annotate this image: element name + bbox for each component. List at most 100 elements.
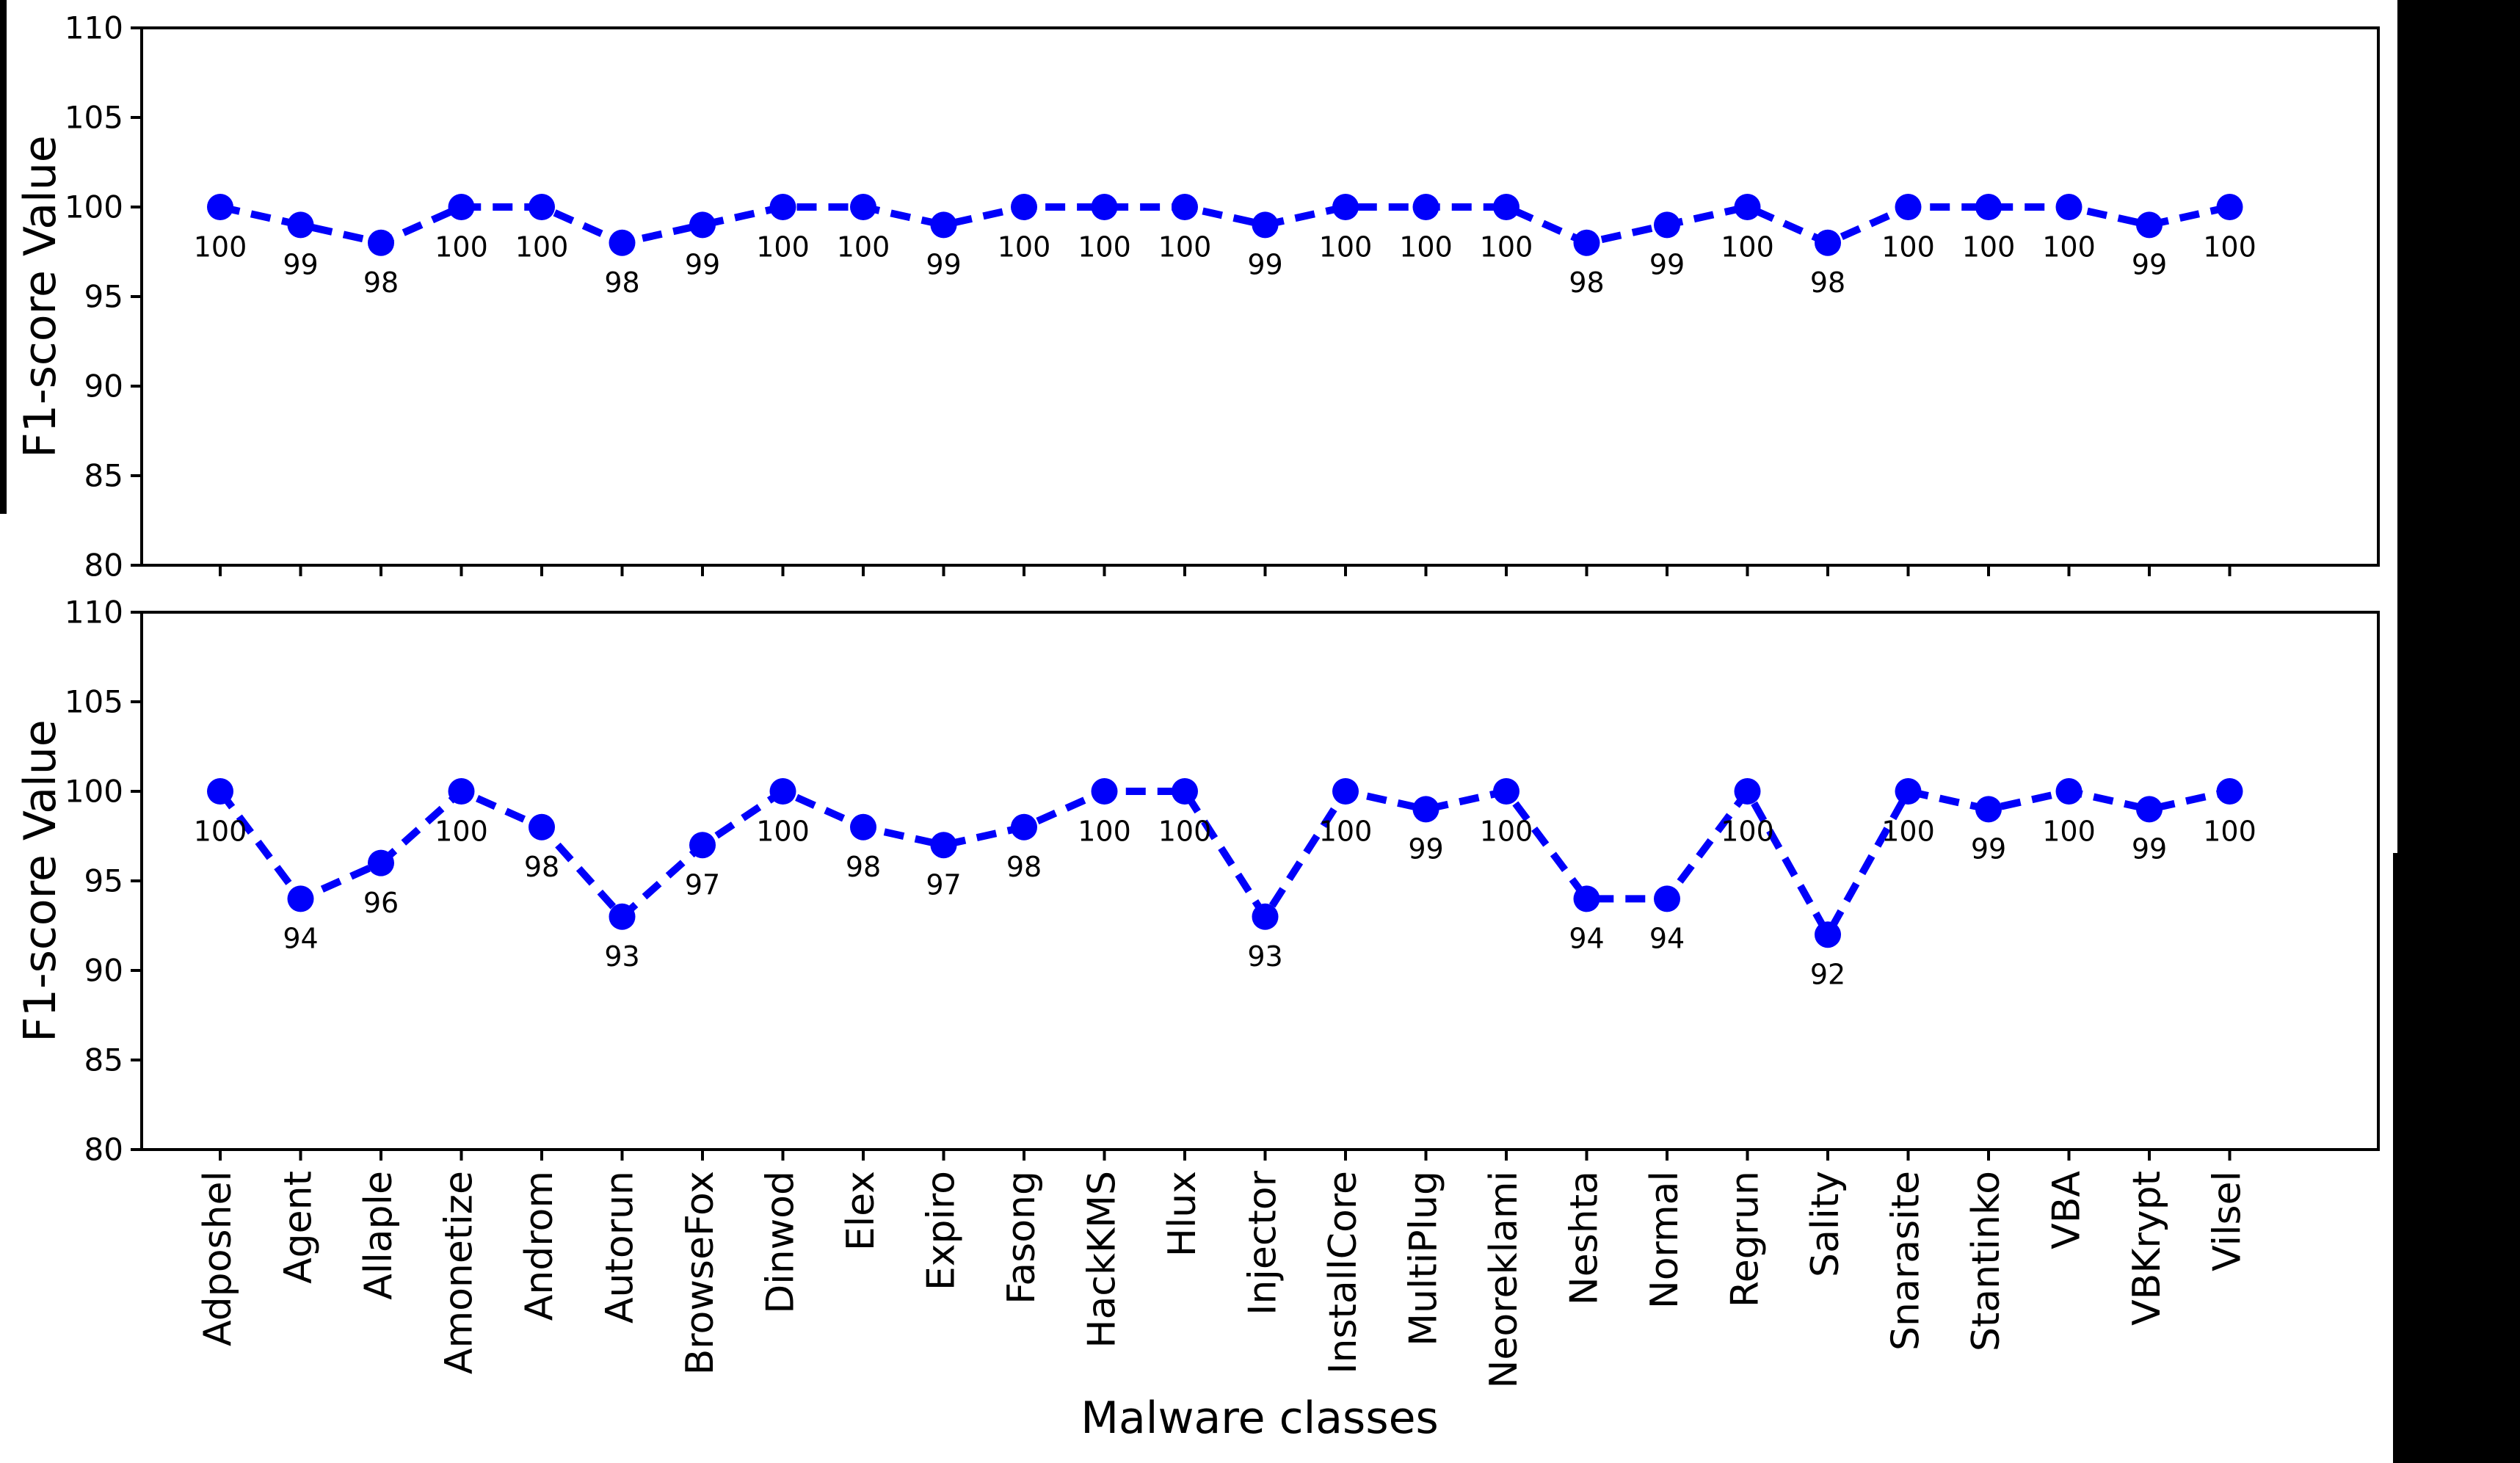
background-edge-left [0, 0, 7, 514]
value-annotation: 100 [1480, 230, 1533, 263]
y-tick-label: 105 [65, 100, 123, 136]
y-axis-label-top: F1-score Value [15, 135, 66, 457]
value-annotation: 98 [604, 266, 639, 299]
value-annotation: 98 [846, 851, 881, 883]
value-annotation: 96 [363, 887, 399, 919]
data-point-marker [1895, 778, 1922, 805]
data-point-marker [2055, 194, 2083, 220]
value-annotation: 100 [1158, 230, 1212, 263]
data-point-marker [1734, 778, 1761, 805]
value-annotation: 100 [2203, 815, 2256, 847]
data-point-marker [609, 903, 636, 930]
data-point-marker [287, 211, 314, 239]
value-annotation: 100 [837, 230, 890, 263]
data-line [217, 788, 2231, 939]
data-point-marker [850, 813, 876, 841]
value-annotation: 99 [1408, 833, 1443, 865]
plot-layer: 80 85 90 95 100 105 110 100 99 98 100 100 98 99 100 100… [65, 10, 2380, 1388]
value-annotation: 100 [1078, 230, 1131, 263]
y-tick-label: 95 [84, 279, 123, 315]
data-point-marker [769, 194, 796, 220]
value-annotation: 98 [1569, 266, 1604, 299]
data-point-marker [368, 229, 394, 256]
data-point-marker [1975, 194, 2002, 220]
plot-border [140, 611, 2380, 1151]
value-annotation: 98 [524, 851, 559, 883]
value-annotation: 100 [2203, 230, 2256, 263]
data-point-marker [207, 194, 233, 220]
data-point-marker [609, 229, 636, 256]
data-point-marker [930, 211, 957, 239]
value-annotation: 93 [1247, 940, 1282, 973]
value-annotation: 100 [1881, 230, 1935, 263]
x-tick-label: Elex [839, 1171, 883, 1251]
value-annotation: 100 [1319, 230, 1373, 263]
y-tick-label: 110 [65, 10, 123, 46]
x-tick-label: Snarasite [1884, 1171, 1928, 1351]
value-annotation: 100 [1399, 230, 1453, 263]
data-point-marker [1734, 194, 1761, 220]
data-point-marker [689, 211, 716, 239]
data-point-marker [1654, 211, 1680, 239]
background-edge-right-lower [2393, 853, 2520, 1463]
data-point-marker [1332, 194, 1359, 220]
x-tick-label: Fasong [1000, 1171, 1044, 1304]
x-tick-label: Autorun [598, 1171, 642, 1324]
value-annotation: 100 [515, 230, 569, 263]
y-tick-label: 95 [84, 863, 123, 899]
value-annotation: 99 [283, 249, 318, 281]
x-tick-label: Allaple [357, 1171, 401, 1300]
value-annotation: 100 [1881, 815, 1935, 847]
x-tick-label: Regrun [1724, 1171, 1768, 1307]
value-annotation: 99 [2132, 249, 2167, 281]
y-tick-label: 85 [84, 1042, 123, 1078]
data-point-marker [1172, 194, 1198, 220]
plot-border [140, 26, 2380, 567]
value-annotation: 98 [363, 266, 399, 299]
x-tick-label: Sality [1804, 1171, 1848, 1277]
value-annotation: 100 [435, 230, 488, 263]
value-annotation: 100 [1078, 815, 1131, 847]
y-tick-label: 80 [84, 548, 123, 584]
x-tick-label: Expiro [920, 1171, 964, 1290]
value-annotation: 100 [756, 230, 810, 263]
x-tick-label: VBKrypt [2125, 1171, 2169, 1326]
value-annotation: 99 [685, 249, 720, 281]
value-annotation: 100 [998, 230, 1051, 263]
data-point-marker [1975, 796, 2002, 823]
y-axis-label-bottom: F1-score Value [15, 719, 66, 1042]
x-tick-label: Amonetize [437, 1171, 482, 1374]
value-annotation: 100 [2042, 815, 2096, 847]
value-annotation: 98 [1810, 266, 1845, 299]
y-tick-label: 100 [65, 774, 123, 810]
value-annotation: 99 [1971, 833, 2006, 865]
value-annotation: 99 [1247, 249, 1282, 281]
y-tick-label: 90 [84, 369, 123, 404]
data-point-marker [1252, 903, 1279, 930]
value-annotation: 97 [926, 869, 961, 901]
data-point-marker [1493, 778, 1519, 805]
value-annotation: 100 [194, 230, 247, 263]
value-annotation: 100 [1721, 815, 1774, 847]
x-tick-label: Neoreklami [1482, 1171, 1526, 1388]
x-tick-label: Stantinko [1964, 1171, 2008, 1351]
data-point-marker [1573, 229, 1600, 256]
value-annotation: 99 [2132, 833, 2167, 865]
data-point-marker [850, 194, 876, 220]
data-point-marker [1172, 778, 1198, 805]
data-point-marker [287, 885, 314, 912]
x-tick-label: VBA [2045, 1171, 2089, 1249]
value-annotation: 100 [1158, 815, 1212, 847]
value-annotation: 100 [1721, 230, 1774, 263]
x-tick-label: Hlux [1161, 1171, 1205, 1257]
data-point-marker [529, 813, 555, 841]
data-point-marker [1011, 813, 1037, 841]
data-point-marker [1252, 211, 1279, 239]
data-point-marker [1091, 194, 1118, 220]
data-point-marker [2136, 211, 2163, 239]
data-point-marker [1493, 194, 1519, 220]
data-point-marker [689, 832, 716, 859]
value-annotation: 100 [2042, 230, 2096, 263]
data-point-marker [1815, 921, 1841, 948]
